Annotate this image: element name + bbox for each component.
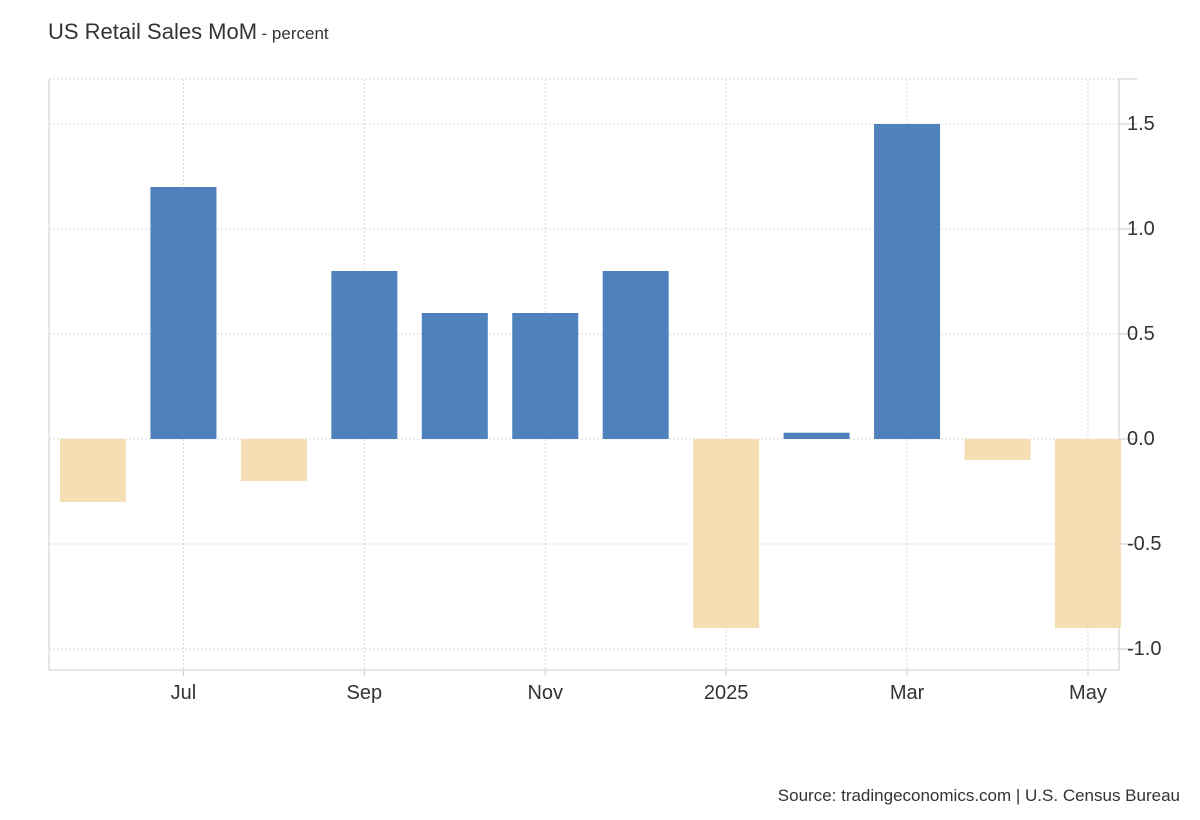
y-tick-label: 1.5 [1127, 113, 1155, 135]
bar-Oct [421, 313, 488, 439]
source-note: Source: tradingeconomics.com | U.S. Cens… [777, 786, 1180, 805]
y-tick-label: -0.5 [1127, 533, 1161, 555]
x-tick-label: 2025 [704, 682, 749, 704]
y-tick-label: 0.5 [1127, 323, 1155, 345]
y-tick-label: 0.0 [1127, 428, 1155, 450]
x-tick-label: Nov [527, 682, 563, 704]
y-tick-label: -1.0 [1127, 638, 1161, 660]
chart-title: US Retail Sales MoM - percent [48, 19, 329, 45]
bar-Aug [240, 439, 307, 481]
chart-title-main: US Retail Sales MoM [48, 19, 258, 44]
bar-Jun [60, 439, 126, 502]
chart-title-unit: - percent [261, 24, 329, 43]
bar-Jul [150, 187, 217, 439]
bar-2025 [693, 439, 760, 628]
bar-Nov [512, 313, 579, 439]
bar-Sep [331, 271, 398, 439]
x-tick-label: Jul [171, 682, 197, 704]
bar-Dec [602, 271, 669, 439]
bar-May [1054, 439, 1121, 628]
x-tick-label: Sep [347, 682, 383, 704]
bar-Feb [783, 432, 850, 439]
x-tick-label: Mar [890, 682, 925, 704]
bar-Apr [964, 439, 1031, 460]
y-tick-label: 1.0 [1127, 218, 1155, 240]
bar-Mar [874, 124, 941, 439]
x-tick-label: May [1069, 682, 1107, 704]
